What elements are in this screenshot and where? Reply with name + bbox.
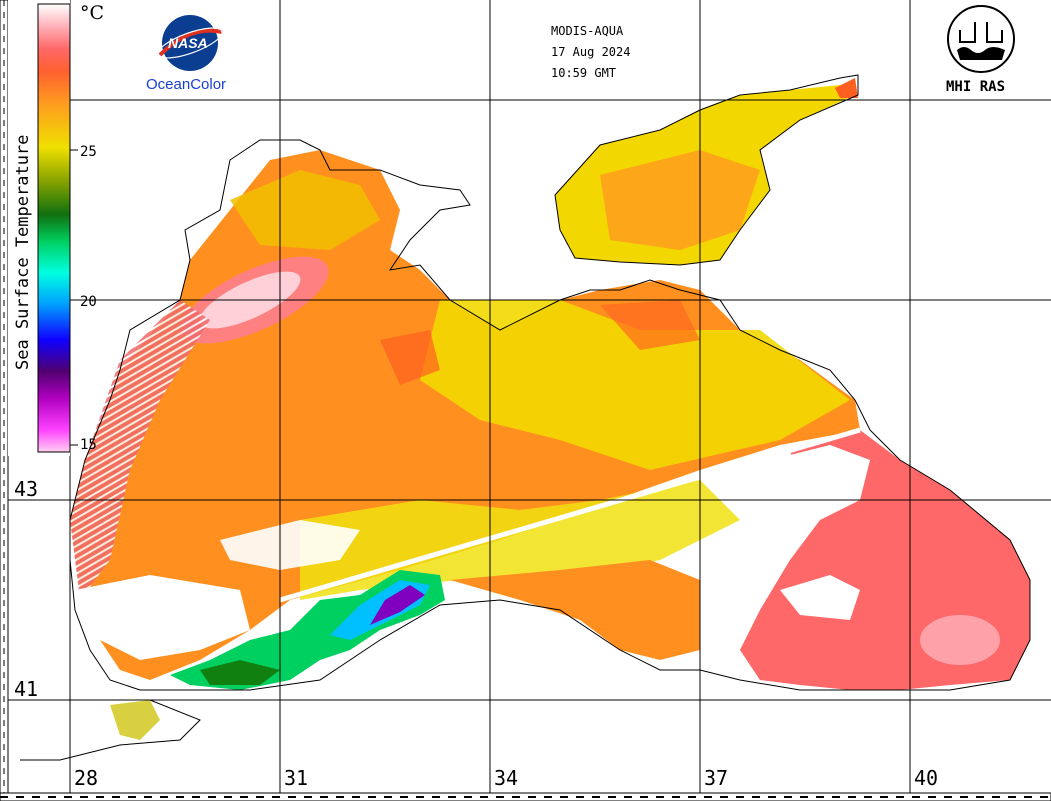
sst-field	[70, 78, 1030, 740]
lon-label: 28	[74, 766, 99, 790]
colorbar-unit: °C	[80, 2, 105, 24]
date-label: 17 Aug 2024	[551, 45, 631, 59]
satellite-label: MODIS-AQUA	[551, 24, 624, 38]
nasa-logo-icon	[157, 15, 223, 71]
colorbar-panel	[8, 0, 78, 456]
colorbar-gradient	[38, 4, 70, 452]
colorbar-tick: 15	[80, 437, 97, 453]
colorbar-tick: 20	[80, 294, 97, 310]
oceancolor-label: OceanColor	[146, 76, 227, 93]
lon-label: 34	[494, 766, 519, 790]
colorbar-tick: 25	[80, 144, 97, 160]
lon-label: 37	[704, 766, 729, 790]
lat-label: 41	[14, 677, 39, 701]
left-ruler	[0, 0, 9, 801]
nasa-wordmark: NASA	[168, 35, 208, 51]
mhi-ras-label: MHI RAS	[946, 79, 1006, 95]
lon-label: 40	[914, 766, 939, 790]
colorbar-title: Sea Surface Temperature	[13, 134, 33, 370]
lat-label: 43	[14, 477, 39, 501]
bottom-ruler	[0, 792, 1051, 801]
time-label: 10:59 GMT	[551, 66, 617, 80]
lon-label: 31	[284, 766, 309, 790]
mhi-ras-logo-icon	[947, 5, 1015, 73]
